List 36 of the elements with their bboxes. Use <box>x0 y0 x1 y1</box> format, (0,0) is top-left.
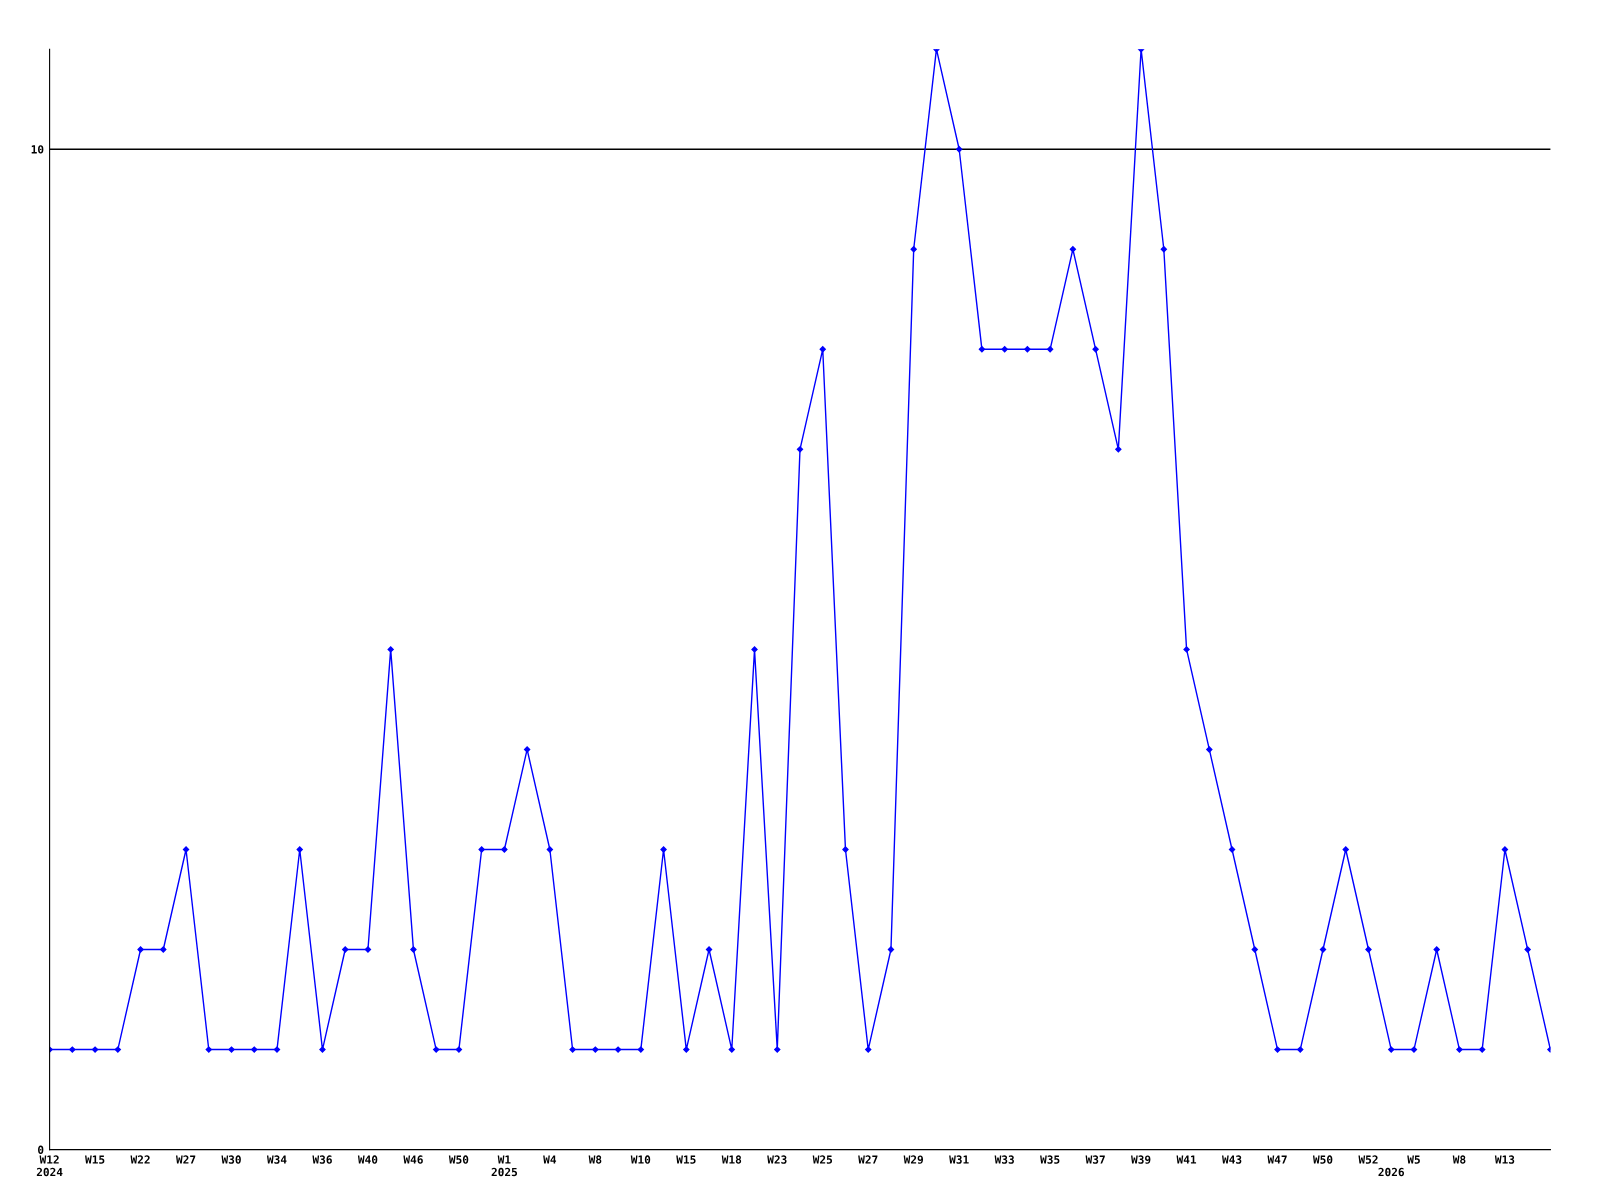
x-tick-label: W40 <box>357 1155 378 1164</box>
x-tick-label: W46 <box>403 1155 423 1164</box>
y-tick-label: 0 <box>38 1145 44 1154</box>
x-tick-label: W35 <box>1040 1155 1060 1164</box>
x-tick-label: W10 <box>630 1155 651 1164</box>
x-tick-label: W4 <box>543 1155 557 1164</box>
x-tick-label: W5 <box>1407 1155 1420 1164</box>
x-tick-label: W50 <box>448 1155 469 1164</box>
x-tick-label: W41 <box>1176 1155 1197 1164</box>
x-tick-label: W15 <box>85 1155 105 1164</box>
x-tick-label: W27 <box>858 1155 878 1164</box>
x-tick-label: W34 <box>266 1155 287 1164</box>
x-tick-label: W12 2024 <box>36 1155 63 1177</box>
x-tick-label: W23 <box>767 1155 787 1164</box>
x-tick-label: W27 <box>176 1155 196 1164</box>
x-tick-label: W13 <box>1494 1155 1515 1164</box>
x-tick-label: W47 <box>1267 1155 1287 1164</box>
x-tick-label: W8 <box>1452 1155 1466 1164</box>
y-tick-label: 10 <box>31 145 44 154</box>
x-tick-label: W1 2025 <box>491 1155 518 1177</box>
x-tick-label: W33 <box>994 1155 1014 1164</box>
x-tick-label: W31 <box>949 1155 969 1164</box>
x-tick-label: W25 <box>812 1155 833 1164</box>
x-tick-label: W8 <box>588 1155 602 1164</box>
x-tick-label: W39 <box>1131 1155 1151 1164</box>
x-tick-label: W15 <box>676 1155 696 1164</box>
x-tick-label: W30 <box>221 1155 241 1164</box>
x-tick-label: W43 <box>1222 1155 1242 1164</box>
x-tick-label: W52 <box>1358 1155 1378 1164</box>
x-tick-label: 2026 <box>1378 1167 1404 1177</box>
x-tick-label: W18 <box>721 1155 742 1164</box>
x-tick-label: W37 <box>1085 1155 1105 1164</box>
x-tick-label: W29 <box>903 1155 924 1164</box>
x-tick-label: W36 <box>312 1155 332 1164</box>
x-tick-label: W50 <box>1312 1155 1333 1164</box>
x-tick-label: W22 <box>130 1155 150 1164</box>
